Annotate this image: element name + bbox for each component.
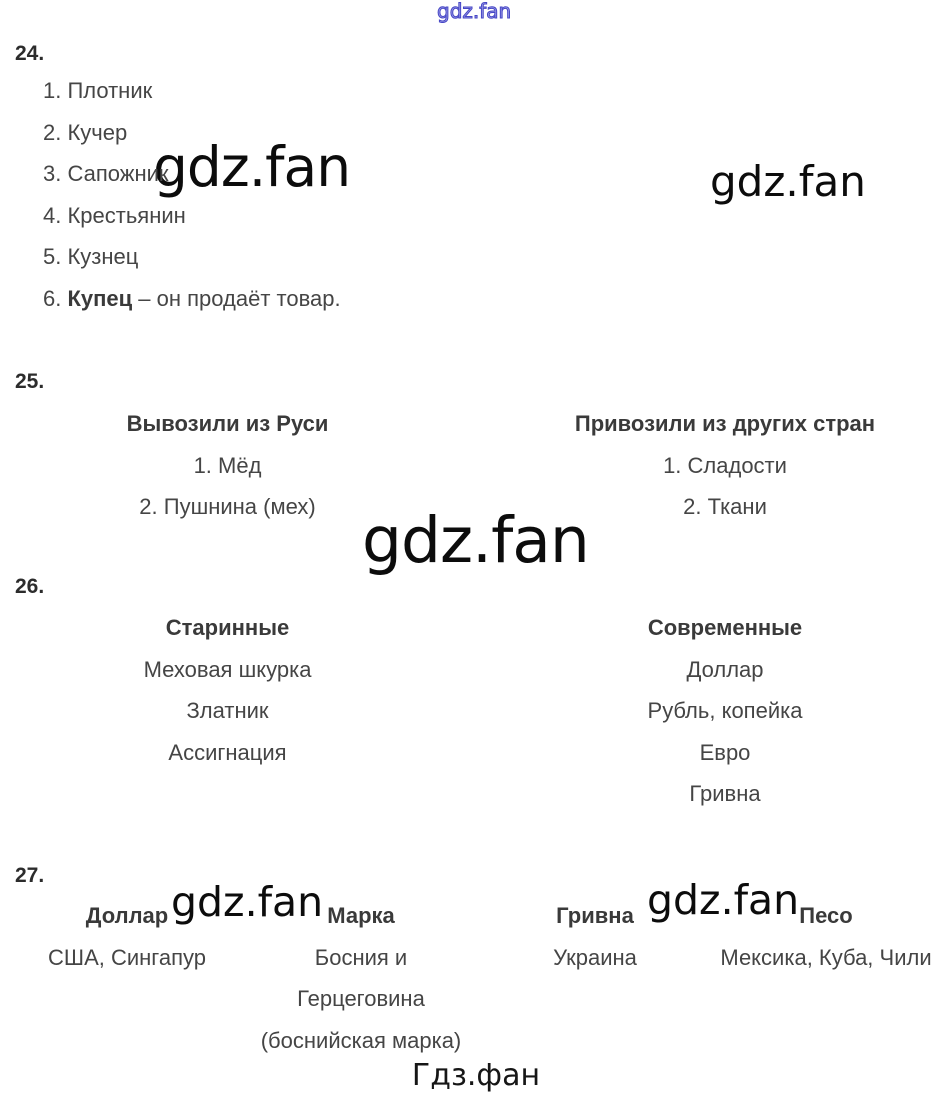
column-item: Босния и <box>314 944 408 970</box>
section-25-number: 25. <box>15 370 45 393</box>
column-item: Евро <box>699 739 751 765</box>
list-item: 6. Купец – он продаёт товар. <box>43 278 341 320</box>
section-27-column-mark: Марка Босния и Герцеговина (боснийская м… <box>246 895 476 1061</box>
column-item: Златник <box>186 698 269 723</box>
column-item: 2. Ткани <box>683 494 767 519</box>
column-header: Вывозили из Руси <box>126 411 329 436</box>
watermark-bottom-left: gdz.fan <box>171 878 324 926</box>
list-item-bold-term: Купец <box>67 285 133 311</box>
column-item: Мексика, Куба, Чили <box>720 944 932 970</box>
column-header: Привозили из других стран <box>574 411 876 436</box>
watermark-top-blue: gdz.fan <box>436 0 512 23</box>
section-26-number: 26. <box>15 575 45 598</box>
section-24-list: 1. Плотник 2. Кучер 3. Сапожник 4. Крест… <box>43 70 341 319</box>
section-27-column-peso: Песо Мексика, Куба, Чили <box>697 895 952 978</box>
column-item: Ассигнация <box>168 739 287 765</box>
column-item: Рубль, копейка <box>647 698 803 723</box>
watermark-large-middle: gdz.fan <box>362 504 590 577</box>
column-item: Меховая шкурка <box>143 656 312 682</box>
column-header: Марка <box>327 903 395 928</box>
column-item: 1. Мёд <box>193 452 262 478</box>
section-27-column-hryvnia: Гривна Украина <box>480 895 710 978</box>
column-item: Доллар <box>686 656 764 682</box>
section-27-number: 27. <box>15 864 45 887</box>
list-item: 2. Кучер <box>43 119 128 145</box>
list-item: 1. Плотник <box>43 78 153 103</box>
section-25-column-imported: Привозили из других стран 1. Сладости 2.… <box>497 403 952 528</box>
column-item: Гривна <box>689 781 761 806</box>
column-header: Гривна <box>556 903 634 928</box>
section-27-column-dollar: Доллар США, Сингапур <box>12 895 242 978</box>
column-header: Песо <box>799 903 853 928</box>
section-26-column-old: Старинные Меховая шкурка Златник Ассигна… <box>0 607 455 773</box>
column-header: Доллар <box>85 903 169 928</box>
list-item: 4. Крестьянин <box>43 202 186 228</box>
column-item: США, Сингапур <box>48 944 206 970</box>
section-25-column-exported: Вывозили из Руси 1. Мёд 2. Пушнина (мех) <box>0 403 455 528</box>
list-item: 3. Сапожник <box>43 161 169 186</box>
list-item-rest: – он продаёт товар. <box>132 285 341 311</box>
column-item: 2. Пушнина (мех) <box>139 494 316 519</box>
column-item: Украина <box>553 944 637 970</box>
column-item: (боснийская марка) <box>260 1027 462 1053</box>
section-26-column-modern: Современные Доллар Рубль, копейка Евро Г… <box>497 607 952 815</box>
watermark-large-upper: gdz.fan <box>153 135 351 199</box>
watermark-bottom-right: gdz.fan <box>647 876 800 924</box>
column-header: Старинные <box>165 615 290 640</box>
watermark-upper-right: gdz.fan <box>710 157 866 206</box>
section-24-number: 24. <box>15 42 45 65</box>
watermark-footer: Гдз.фан <box>411 1058 541 1093</box>
column-header: Современные <box>647 615 803 640</box>
column-item: Герцеговина <box>297 986 425 1011</box>
column-item: 1. Сладости <box>663 452 787 478</box>
list-item: 5. Кузнец <box>43 244 139 269</box>
list-item-prefix: 6. <box>43 285 68 311</box>
